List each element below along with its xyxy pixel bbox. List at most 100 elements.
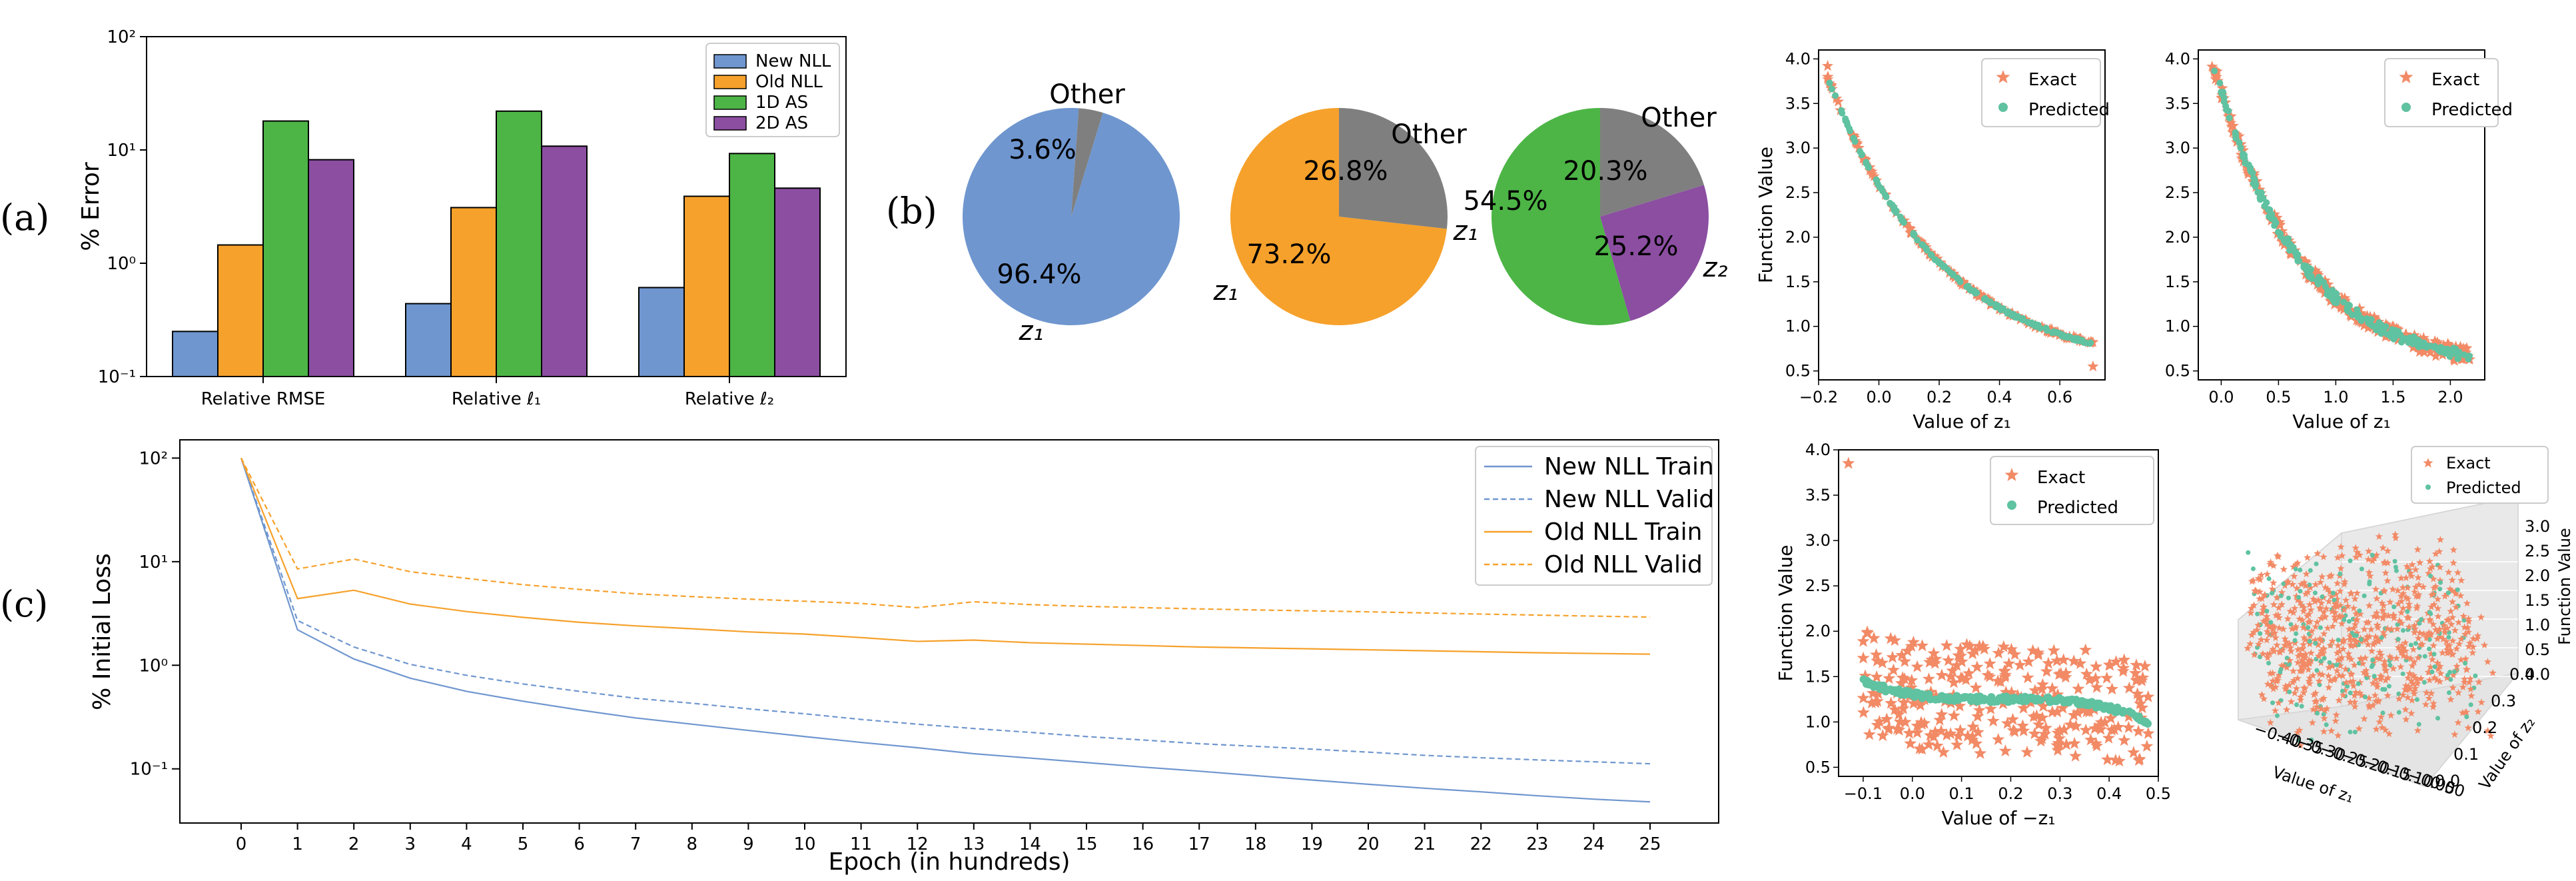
scatter3d-predicted-point (2396, 691, 2401, 696)
scatter3d-exact-point (2294, 652, 2302, 660)
scatter-exact-point (1915, 718, 1929, 730)
scatter3d-exact-point (2375, 648, 2384, 656)
scatter3d-exact-point (2312, 580, 2320, 588)
scatter-exact-point (2131, 687, 2144, 700)
scatter3d-exact-point (2303, 612, 2312, 620)
scatter-ytick-label: 4.0 (1785, 49, 1811, 68)
scatter-predicted-point (2430, 343, 2437, 351)
scatter3d-exact-point (2268, 585, 2276, 592)
scatter-predicted-point (2352, 311, 2360, 319)
scatter-predicted-point (2055, 694, 2064, 702)
scatter-exact-point (1903, 726, 1916, 739)
scatter-ytick-label: 2.0 (1805, 622, 1831, 640)
scatter-exact-point (2016, 719, 2029, 732)
scatter3d-predicted-point (2408, 642, 2413, 648)
scatter3d-exact-point (2294, 646, 2302, 653)
scatter3d-ytick-label: 0.2 (2472, 718, 2497, 737)
scatter3d-exact-point (2404, 682, 2412, 690)
scatter3d-predicted-point (2324, 722, 2329, 728)
scatter3d-exact-point (2433, 658, 2441, 666)
scatter3d-exact-point (2278, 588, 2286, 596)
scatter-exact-point (1935, 708, 1948, 720)
scatter3d-predicted-point (2312, 590, 2318, 596)
scatter-xtick-label: 1.0 (2323, 388, 2348, 407)
scatter-xtick-label: 0.5 (2146, 784, 2171, 803)
scatter-exact-point (2132, 724, 2145, 737)
scatter-exact-point (2059, 670, 2072, 683)
scatter-exact-point (1929, 689, 1942, 702)
loss-ytick-label: 10⁰ (139, 656, 168, 676)
loss-xtick-label: 7 (630, 834, 642, 854)
scatter3d-exact-point (2410, 690, 2418, 697)
scatter-exact-point (2057, 653, 2070, 666)
scatter-predicted-point (2316, 275, 2323, 282)
scatter3d-exact-point (2399, 652, 2407, 659)
scatter-predicted-point (2020, 317, 2027, 324)
scatter3d-exact-point (2371, 632, 2379, 640)
scatter-exact-point (1915, 742, 1929, 755)
scatter3d-exact-point (2293, 584, 2301, 592)
scatter3d-exact-point (2338, 552, 2346, 559)
scatter-exact-point (1876, 729, 1889, 742)
scatter3d-exact-point (2410, 658, 2418, 666)
scatter3d-exact-point (2434, 665, 2442, 673)
scatter-predicted-point (2220, 98, 2228, 105)
scatter3d-exact-point (2335, 612, 2343, 620)
scatter-predicted-point (2232, 131, 2240, 138)
scatter-exact-point (1847, 129, 1859, 141)
scatter-exact-point (2053, 724, 2066, 736)
scatter3d-predicted-point (2414, 697, 2419, 702)
scatter3d-exact-point (2381, 657, 2389, 665)
scatter3d-exact-point (2403, 653, 2411, 661)
bar-old-nll (217, 244, 264, 377)
scatter3d-exact-point (2300, 634, 2308, 641)
scatter3d-exact-point (2469, 634, 2477, 642)
pie-pct-label: 25.2% (1593, 231, 1678, 262)
scatter3d-exact-point (2338, 654, 2346, 661)
scatter3d-exact-point (2328, 571, 2336, 579)
scatter-legend-label: Exact (2028, 70, 2076, 90)
scatter3d-exact-point (2286, 607, 2294, 615)
scatter3d-exact-point (2296, 696, 2305, 704)
scatter3d-ytick-label: 0.0 (2435, 772, 2460, 790)
scatter-exact-point (1911, 719, 1924, 732)
scatter-predicted-point (2387, 329, 2395, 336)
scatter-exact-point (2001, 716, 2014, 729)
scatter-predicted-point (2078, 337, 2085, 345)
scatter3d-exact-point (2429, 590, 2437, 598)
scatter-exact-point (1966, 730, 1979, 742)
scatter-exact-point (2052, 668, 2066, 680)
scatter3d-exact-point (2449, 671, 2457, 678)
scatter3d-exact-point (2283, 706, 2291, 713)
scatter-predicted-point (2268, 211, 2276, 218)
scatter3d-exact-point (2355, 724, 2363, 732)
scatter-exact-point (1895, 648, 1909, 661)
scatter3d-exact-point (2447, 607, 2455, 615)
scatter-exact-point (2110, 655, 2123, 668)
scatter-legend-label: Predicted (2028, 100, 2110, 120)
scatter3d-exact-point (2300, 684, 2308, 692)
scatter3d-exact-point (2247, 608, 2255, 616)
scatter3d-exact-point (2382, 666, 2390, 674)
scatter3d-exact-point (2457, 656, 2465, 664)
scatter-exact-point (1857, 691, 1870, 704)
scatter3d-exact-point (2384, 674, 2392, 681)
scatter3d-exact-point (2367, 625, 2375, 633)
scatter3d-predicted-point (2255, 611, 2260, 616)
scatter3d-exact-point (2378, 724, 2386, 731)
scatter3d-exact-point (2283, 578, 2292, 586)
scatter3d-exact-point (2387, 654, 2395, 662)
scatter3d-ztick-label: 2.0 (2525, 566, 2550, 585)
scatter3d-predicted-point (2294, 702, 2300, 708)
scatter-predicted-point (2087, 339, 2094, 347)
scatter-exact-point (2455, 341, 2467, 352)
scatter-exact-point (1942, 654, 1955, 666)
scatter3d-exact-point (2308, 718, 2316, 726)
scatter-exact-point (1861, 625, 1874, 638)
scatter-predicted-point (1925, 690, 1933, 698)
scatter3d-predicted-point (2431, 652, 2437, 657)
scatter3d-exact-point (2435, 625, 2443, 632)
scatter3d-exact-point (2320, 552, 2328, 560)
loss-ytick-label: 10² (139, 448, 168, 468)
